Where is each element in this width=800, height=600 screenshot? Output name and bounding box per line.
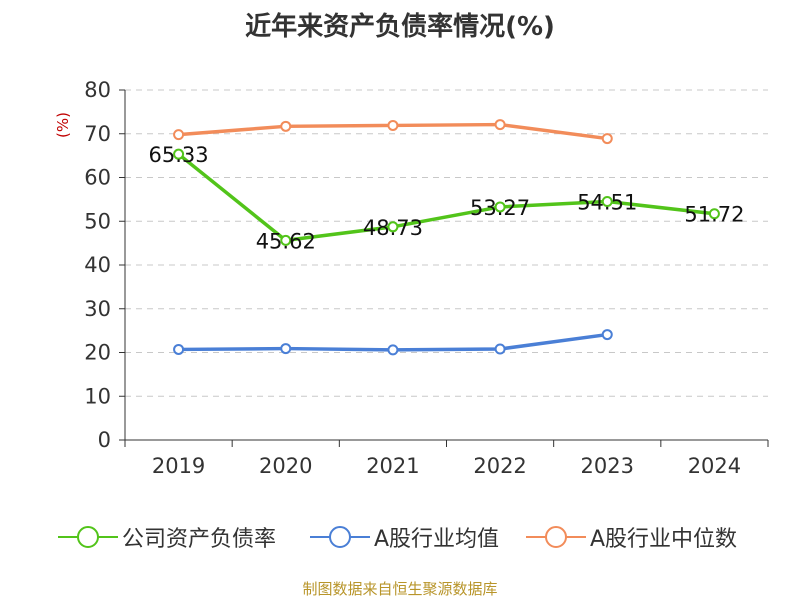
data-label: 65.33 bbox=[149, 143, 209, 167]
data-point bbox=[387, 221, 399, 233]
data-point bbox=[387, 119, 399, 131]
data-point bbox=[601, 329, 613, 341]
data-point bbox=[387, 344, 399, 356]
data-label: 51.72 bbox=[684, 203, 744, 227]
data-label: 54.51 bbox=[577, 191, 637, 215]
x-tick-label: 2023 bbox=[581, 454, 634, 478]
legend-marker-industry-mean bbox=[310, 520, 370, 554]
chart-title: 近年来资产负债率情况(%) bbox=[245, 12, 555, 42]
data-point bbox=[494, 119, 506, 131]
data-point bbox=[280, 120, 292, 132]
data-label: 48.73 bbox=[363, 216, 423, 240]
legend-label-company: 公司资产负债率 bbox=[122, 527, 277, 552]
y-tick-label: 20 bbox=[84, 341, 111, 365]
y-tick-label: 30 bbox=[84, 297, 111, 321]
data-point bbox=[601, 196, 613, 208]
x-tick-label: 2024 bbox=[688, 454, 741, 478]
y-tick-label: 70 bbox=[84, 122, 111, 146]
data-point bbox=[280, 343, 292, 355]
data-point bbox=[494, 343, 506, 355]
y-tick-label: 10 bbox=[84, 384, 111, 408]
data-point bbox=[280, 234, 292, 246]
data-point bbox=[173, 343, 185, 355]
x-tick-label: 2022 bbox=[473, 454, 526, 478]
data-point bbox=[173, 148, 185, 160]
legend-label-industry-median: A股行业中位数 bbox=[590, 527, 738, 552]
legend-item-company[interactable]: 公司资产负债率 bbox=[58, 520, 276, 554]
legend-marker-industry-median bbox=[526, 520, 586, 554]
source-footer: 制图数据来自恒生聚源数据库 bbox=[302, 580, 498, 598]
data-label: 45.62 bbox=[256, 229, 316, 253]
x-tick-label: 2020 bbox=[259, 454, 312, 478]
y-tick-label: 40 bbox=[84, 253, 111, 277]
x-tick-label: 2021 bbox=[366, 454, 419, 478]
y-tick-label: 60 bbox=[84, 166, 111, 190]
x-tick-label: 2019 bbox=[152, 454, 205, 478]
legend-item-industry-median[interactable]: A股行业中位数 bbox=[526, 520, 737, 554]
data-point bbox=[173, 129, 185, 141]
series-line bbox=[176, 152, 717, 243]
data-point bbox=[601, 133, 613, 145]
legend-item-industry-mean[interactable]: A股行业均值 bbox=[310, 520, 499, 554]
y-tick-label: 80 bbox=[84, 78, 111, 102]
legend-marker-company bbox=[58, 520, 118, 554]
legend-label-industry-mean: A股行业均值 bbox=[374, 527, 500, 552]
y-tick-label: 50 bbox=[84, 209, 111, 233]
y-tick-label: 0 bbox=[98, 428, 111, 452]
data-point bbox=[494, 201, 506, 213]
data-point bbox=[708, 208, 720, 220]
data-label: 53.27 bbox=[470, 196, 530, 220]
